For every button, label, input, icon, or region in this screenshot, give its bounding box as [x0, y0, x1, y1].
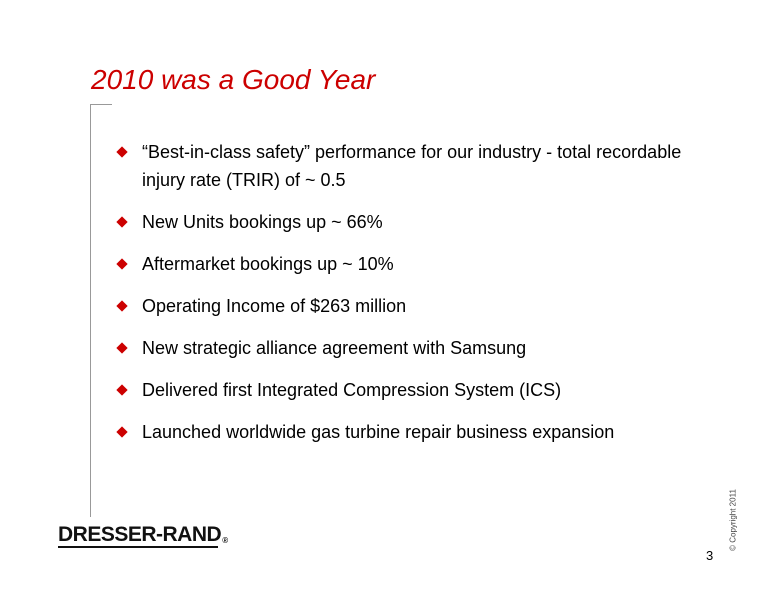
- company-logo: DRESSER-RAND®: [58, 524, 228, 545]
- page-number: 3: [706, 548, 714, 563]
- logo-underline: [58, 546, 218, 548]
- bullet-text: Launched worldwide gas turbine repair bu…: [142, 422, 615, 442]
- bullet-item: Operating Income of $263 million: [116, 292, 717, 320]
- bullet-list: “Best-in-class safety” performance for o…: [116, 138, 717, 460]
- red-diamond-icon: [116, 146, 128, 158]
- red-diamond-icon: [116, 426, 128, 438]
- red-diamond-icon: [116, 216, 128, 228]
- logo-text: DRESSER-RAND: [58, 523, 222, 546]
- bullet-text: “Best-in-class safety” performance for o…: [142, 142, 682, 190]
- bullet-text: New strategic alliance agreement with Sa…: [142, 338, 527, 358]
- slide-title: 2010 was a Good Year: [91, 64, 376, 95]
- bullet-text: Aftermarket bookings up ~ 10%: [142, 254, 394, 274]
- red-diamond-icon: [116, 258, 128, 270]
- bullet-item: Delivered first Integrated Compression S…: [116, 376, 717, 404]
- bullet-item: New Units bookings up ~ 66%: [116, 208, 717, 236]
- bullet-item: “Best-in-class safety” performance for o…: [116, 138, 717, 194]
- red-diamond-icon: [116, 342, 128, 354]
- red-diamond-icon: [116, 384, 128, 396]
- bullet-item: New strategic alliance agreement with Sa…: [116, 334, 717, 362]
- frame-top-line: [90, 104, 112, 105]
- bullet-text: Operating Income of $263 million: [142, 296, 407, 316]
- copyright-notice: © Copyright 2011: [728, 489, 738, 551]
- bullet-text: Delivered first Integrated Compression S…: [142, 380, 562, 400]
- bullet-item: Launched worldwide gas turbine repair bu…: [116, 418, 717, 446]
- registered-mark: ®: [222, 536, 228, 545]
- bullet-text: New Units bookings up ~ 66%: [142, 212, 383, 232]
- frame-left-line: [90, 104, 91, 517]
- bullet-item: Aftermarket bookings up ~ 10%: [116, 250, 717, 278]
- red-diamond-icon: [116, 300, 128, 312]
